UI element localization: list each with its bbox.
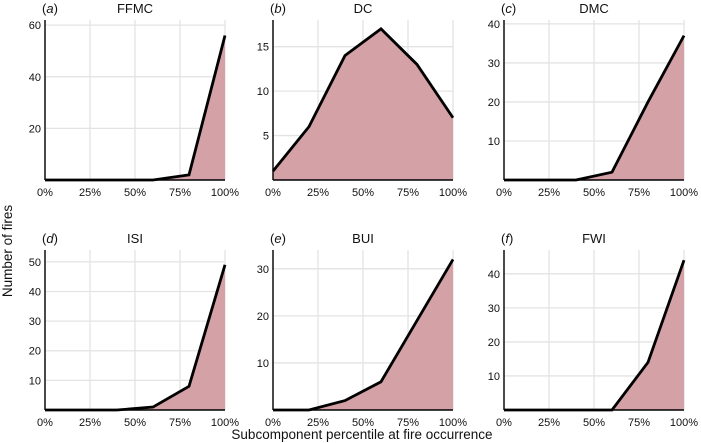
x-tick-label: 100% [211,417,239,429]
y-tick-label: 10 [488,371,500,383]
panel-letter: (e) [270,231,286,246]
x-tick-label: 50% [124,417,146,429]
x-tick-label: 0% [37,417,53,429]
panel-title: DC [354,1,373,16]
panel-title: ISI [127,231,143,246]
panel-a: 20 40 60 0% 25% 50% 75% 100% (a) FFMC [29,1,240,199]
series-line [504,34,686,182]
area-fill [45,35,225,180]
y-tick-label: 30 [488,58,500,70]
area-fill [504,35,684,180]
x-tick-label: 100% [670,417,698,429]
y-tick-label: 20 [257,311,269,323]
y-tick-label: 50 [29,257,41,269]
x-tick-label: 0% [496,417,512,429]
x-tick-label: 50% [583,417,605,429]
x-tick-label: 0% [496,187,512,199]
x-tick-label: 0% [265,417,281,429]
x-tick-label: 25% [538,417,560,429]
x-tick-label: 0% [37,187,53,199]
x-tick-label: 75% [397,187,419,199]
x-tick-label: 50% [352,187,374,199]
x-tick-label: 50% [352,417,374,429]
series-line [504,259,686,412]
x-tick-label: 75% [169,187,191,199]
y-tick-label: 40 [488,19,500,31]
panel-letter: (b) [270,1,286,16]
x-tick-label: 100% [439,417,467,429]
series-line [273,258,455,412]
series-line [45,264,227,412]
y-tick-label: 30 [29,316,41,328]
x-tick-label: 75% [169,417,191,429]
y-tick-label: 10 [257,358,269,370]
area-fill [273,259,453,410]
x-tick-label: 100% [211,187,239,199]
y-tick-label: 30 [488,303,500,315]
panel-title: BUI [352,231,374,246]
panel-letter: (a) [42,1,58,16]
panel-letter: (f) [501,231,513,246]
panel-title: FWI [582,231,606,246]
area-fill [45,264,225,410]
area-fill [273,28,453,181]
y-tick-label: 40 [29,72,41,84]
panel-d: 10 20 30 40 50 0% 25% 50% 75% 100% (d) ISI [29,231,240,429]
y-tick-label: 15 [257,42,269,54]
x-tick-label: 25% [79,187,101,199]
x-tick-label: 100% [439,187,467,199]
x-tick-label: 25% [307,417,329,429]
panel-letter: (c) [501,1,516,16]
y-tick-label: 30 [257,264,269,276]
x-tick-label: 50% [583,187,605,199]
y-tick-label: 10 [257,86,269,98]
y-tick-label: 20 [488,337,500,349]
panel-b: 5 10 15 0% 25% 50% 75% 100% (b) DC [257,1,468,199]
y-tick-label: 20 [29,123,41,135]
x-tick-label: 50% [124,187,146,199]
y-tick-label: 20 [29,346,41,358]
y-tick-label: 40 [488,269,500,281]
panel-title: FFMC [117,1,153,16]
x-tick-label: 100% [670,187,698,199]
panel-title: DMC [579,1,609,16]
panel-c: 10 20 30 40 0% 25% 50% 75% 100% (c) DMC [488,1,699,199]
x-tick-label: 0% [265,187,281,199]
x-tick-label: 25% [538,187,560,199]
x-tick-label: 75% [628,187,650,199]
y-tick-label: 20 [488,97,500,109]
y-tick-label: 10 [488,136,500,148]
panel-letter: (d) [42,231,58,246]
panel-e: 10 20 30 0% 25% 50% 75% 100% (e) BUI [257,231,468,429]
y-tick-label: 40 [29,286,41,298]
x-tick-label: 75% [628,417,650,429]
y-tick-label: 60 [29,20,41,32]
series-line [45,35,227,182]
x-tick-label: 75% [397,417,419,429]
area-fill [504,260,684,410]
x-axis-label: Subcomponent percentile at fire occurren… [231,427,492,442]
y-tick-label: 5 [263,131,269,143]
y-axis-label: Number of fires [0,205,15,298]
y-tick-label: 10 [29,375,41,387]
x-tick-label: 25% [307,187,329,199]
series-line [271,27,455,172]
x-tick-label: 25% [79,417,101,429]
panel-f: 10 20 30 40 0% 25% 50% 75% 100% (f) FWI [488,231,699,429]
